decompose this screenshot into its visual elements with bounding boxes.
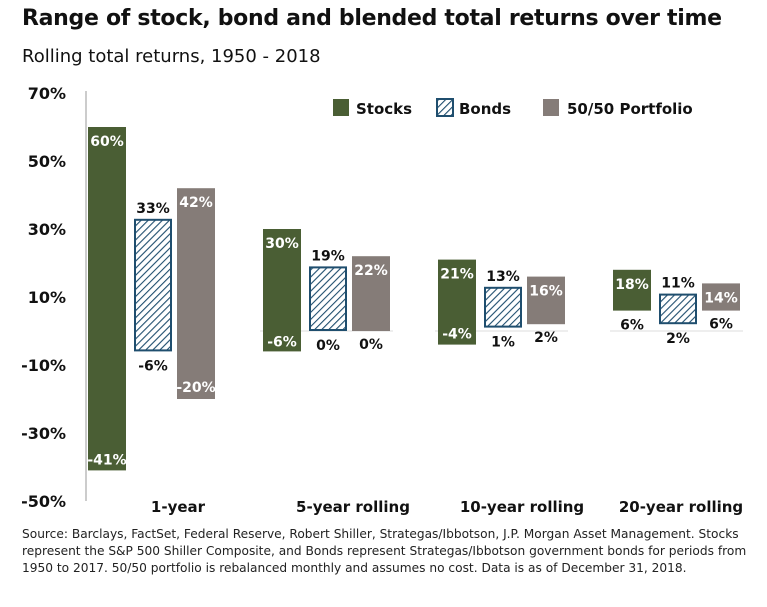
y-tick-label: 50%: [28, 152, 66, 171]
legend-label-1: Bonds: [459, 100, 511, 118]
bar-stocks-3: [613, 269, 651, 311]
data-label-high: 16%: [529, 284, 563, 300]
bar-portfolio-3: [702, 283, 740, 311]
data-label-high: 14%: [704, 290, 738, 306]
y-tick-label: 30%: [28, 220, 66, 239]
y-tick-label: -10%: [21, 356, 66, 375]
bar-stocks-1: [263, 229, 301, 352]
data-label-low: 1%: [491, 335, 515, 351]
labels-group: 60% -41% 33% -6% 42% -20% 1-year 30% -6% 19% 0% 22%…: [87, 134, 743, 516]
legend-swatch-0: [333, 99, 349, 116]
data-label-high: 18%: [615, 277, 649, 293]
bar-bonds-3: [659, 293, 697, 325]
data-label-low: -6%: [267, 334, 297, 350]
category-label: 20-year rolling: [619, 498, 743, 516]
data-label-high: 30%: [265, 236, 299, 252]
category-label: 1-year: [151, 498, 206, 516]
data-label-high: 19%: [311, 248, 345, 264]
bar-stocks-0: [88, 127, 126, 471]
y-axis: 70% 50% 30% 10% -10% -30% -50%: [21, 84, 87, 511]
data-label-high: 13%: [486, 269, 520, 285]
bar-portfolio-2: [527, 276, 565, 325]
source-footnote: Source: Barclays, FactSet, Federal Reser…: [22, 527, 747, 575]
legend-label-0: Stocks: [356, 100, 412, 118]
data-label-high: 60%: [90, 134, 124, 150]
y-tick-label: 70%: [28, 84, 66, 103]
bar-portfolio-1: [352, 256, 390, 331]
chart-subtitle: Rolling total returns, 1950 - 2018: [22, 46, 321, 67]
data-label-low: 2%: [534, 330, 558, 346]
data-label-low: 0%: [359, 337, 383, 353]
bar-bonds-2: [484, 286, 522, 328]
range-chart: 70% 50% 30% 10% -10% -30% -50% Stocks Bonds 50/5…: [21, 84, 743, 516]
y-tick-label: 10%: [28, 288, 66, 307]
bars-group: [88, 127, 743, 471]
data-label-high: 33%: [136, 201, 170, 217]
legend: Stocks Bonds 50/50 Portfolio: [333, 98, 693, 118]
bar-bonds-0: [134, 218, 172, 352]
legend-swatch-2: [543, 99, 559, 116]
data-label-low: -4%: [442, 327, 472, 343]
y-tick-label: -30%: [21, 424, 66, 443]
category-label: 5-year rolling: [296, 498, 410, 516]
chart-title: Range of stock, bond and blended total r…: [22, 6, 722, 31]
data-label-low: 0%: [316, 338, 340, 354]
data-label-low: 6%: [620, 318, 644, 334]
data-label-high: 11%: [661, 276, 695, 292]
legend-swatch-1: [436, 98, 454, 117]
data-label-low: -20%: [176, 380, 215, 396]
data-label-low: 6%: [709, 317, 733, 333]
data-label-high: 22%: [354, 263, 388, 279]
data-label-low: -6%: [138, 358, 168, 374]
bar-portfolio-0: [177, 188, 215, 399]
legend-label-2: 50/50 Portfolio: [567, 100, 693, 118]
bar-bonds-1: [309, 266, 347, 331]
data-label-high: 21%: [440, 267, 474, 283]
data-label-high: 42%: [179, 195, 213, 211]
bar-stocks-2: [438, 259, 476, 345]
data-label-low: -41%: [87, 452, 126, 468]
category-label: 10-year rolling: [460, 498, 584, 516]
data-label-low: 2%: [666, 331, 690, 347]
y-tick-label: -50%: [21, 492, 66, 511]
